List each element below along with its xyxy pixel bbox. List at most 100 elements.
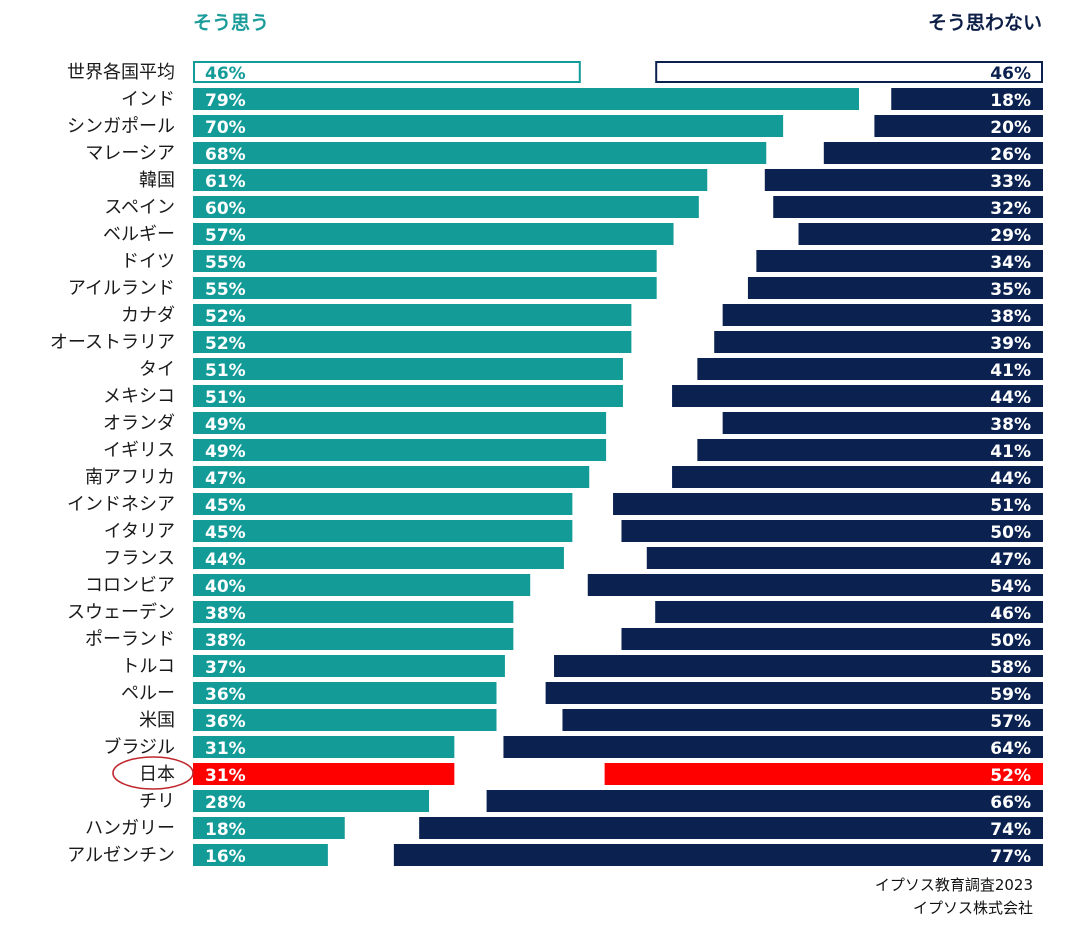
category-label: 米国 (139, 710, 175, 731)
agree-bar (193, 601, 514, 623)
disagree-value-label: 74% (990, 820, 1031, 840)
disagree-bar (621, 628, 1043, 650)
agree-bar (193, 763, 455, 785)
disagree-value-label: 20% (990, 118, 1031, 138)
agree-value-label: 38% (205, 631, 246, 651)
agree-bar (193, 493, 573, 515)
category-label: コロンビア (85, 575, 175, 596)
disagree-value-label: 57% (990, 712, 1031, 732)
category-label: アイルランド (68, 278, 175, 299)
category-label: フランス (103, 548, 175, 569)
disagree-bar (393, 844, 1044, 866)
disagree-value-label: 44% (990, 469, 1031, 489)
legend-disagree: そう思わない (927, 12, 1042, 34)
highlight-circle (112, 756, 194, 790)
disagree-value-label: 54% (990, 577, 1031, 597)
disagree-value-label: 35% (990, 280, 1031, 300)
disagree-bar (655, 601, 1043, 623)
agree-value-label: 31% (205, 739, 246, 759)
agree-bar (193, 385, 623, 407)
agree-value-label: 51% (205, 388, 246, 408)
agree-bar (193, 547, 564, 569)
disagree-bar (613, 493, 1043, 515)
agree-bar (193, 142, 767, 164)
disagree-value-label: 47% (990, 550, 1031, 570)
disagree-bar (764, 169, 1043, 191)
disagree-bar (722, 412, 1043, 434)
category-label: メキシコ (103, 386, 175, 407)
disagree-bar (655, 61, 1043, 83)
category-label: チリ (139, 791, 175, 812)
disagree-value-label: 59% (990, 685, 1031, 705)
category-label: 韓国 (139, 170, 175, 191)
disagree-value-label: 66% (990, 793, 1031, 813)
agree-bar (193, 61, 581, 83)
disagree-bar (621, 520, 1043, 542)
agree-bar (193, 466, 590, 488)
disagree-value-label: 38% (990, 415, 1031, 435)
agree-value-label: 55% (205, 253, 246, 273)
category-label: インド (121, 89, 175, 110)
disagree-value-label: 39% (990, 334, 1031, 354)
agree-value-label: 45% (205, 496, 246, 516)
agree-bar (193, 655, 505, 677)
category-label: 南アフリカ (85, 467, 175, 488)
disagree-value-label: 41% (990, 361, 1031, 381)
category-label: ポーランド (85, 629, 175, 650)
source-line-2: イプソス株式会社 (912, 899, 1033, 917)
agree-bar (193, 223, 674, 245)
category-label: 日本 (139, 764, 175, 785)
disagree-value-label: 26% (990, 145, 1031, 165)
agree-value-label: 31% (205, 766, 246, 786)
agree-value-label: 44% (205, 550, 246, 570)
agree-bar (193, 844, 328, 866)
category-label: スペイン (104, 197, 175, 218)
disagree-bar (554, 655, 1043, 677)
disagree-bar (562, 709, 1043, 731)
category-label: スウェーデン (67, 602, 175, 623)
agree-value-label: 60% (205, 199, 246, 219)
agree-value-label: 68% (205, 145, 246, 165)
agree-bar (193, 196, 699, 218)
agree-bar (193, 709, 497, 731)
disagree-value-label: 18% (990, 91, 1031, 111)
agree-value-label: 40% (205, 577, 246, 597)
agree-value-label: 61% (205, 172, 246, 192)
disagree-bar (798, 223, 1043, 245)
disagree-value-label: 38% (990, 307, 1031, 327)
agree-value-label: 52% (205, 307, 246, 327)
category-label: アルゼンチン (67, 845, 175, 866)
agree-value-label: 70% (205, 118, 246, 138)
disagree-bar (697, 358, 1043, 380)
category-label: イタリア (104, 521, 175, 542)
category-label: カナダ (121, 305, 175, 326)
agree-bar (193, 520, 573, 542)
agree-value-label: 79% (205, 91, 246, 111)
disagree-value-label: 50% (990, 631, 1031, 651)
disagree-bar (756, 250, 1043, 272)
agree-value-label: 52% (205, 334, 246, 354)
agree-bar (193, 115, 784, 137)
category-label: オランダ (103, 413, 175, 434)
agree-bar (193, 358, 623, 380)
agree-bar (193, 628, 514, 650)
agree-value-label: 36% (205, 685, 246, 705)
agree-bar (193, 250, 657, 272)
disagree-bar (545, 682, 1043, 704)
disagree-value-label: 50% (990, 523, 1031, 543)
agree-bar (193, 736, 455, 758)
disagree-value-label: 58% (990, 658, 1031, 678)
agree-value-label: 18% (205, 820, 246, 840)
agree-value-label: 46% (205, 64, 246, 84)
disagree-value-label: 64% (990, 739, 1031, 759)
disagree-bar (587, 574, 1043, 596)
category-label: ベルギー (103, 224, 175, 245)
category-label: トルコ (121, 656, 175, 677)
agree-bar (193, 682, 497, 704)
agree-value-label: 49% (205, 415, 246, 435)
disagree-bar (672, 466, 1043, 488)
disagree-bar (891, 88, 1043, 110)
agree-bar (193, 331, 632, 353)
disagree-bar (486, 790, 1043, 812)
